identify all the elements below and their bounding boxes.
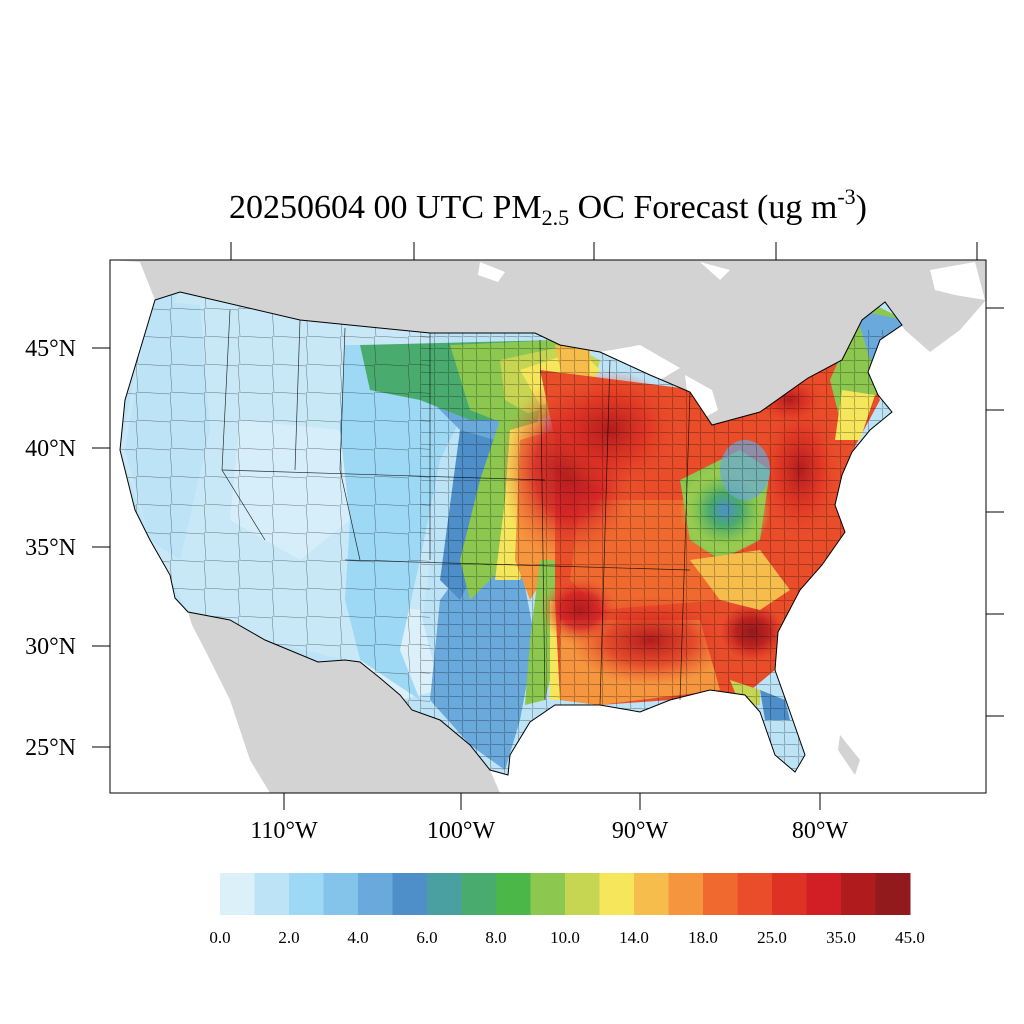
map-title: 20250604 00 UTC PM2.5 OC Forecast (ug m-… bbox=[0, 186, 1024, 230]
conus-outline bbox=[119, 291, 903, 776]
colorbar-label: 14.0 bbox=[619, 928, 649, 947]
colorbar-swatch bbox=[461, 873, 497, 915]
colorbar-swatch bbox=[220, 873, 255, 915]
state-borders bbox=[221, 309, 691, 706]
colorbar-label: 6.0 bbox=[416, 928, 437, 947]
lat-label-25n: 25°N bbox=[25, 735, 76, 761]
colorbar-swatch bbox=[323, 873, 359, 915]
colorbar-swatch bbox=[358, 873, 393, 915]
colorbar-swatch bbox=[875, 873, 911, 915]
title-middle: OC Forecast (ug m bbox=[569, 189, 838, 226]
colorbar-label: 10.0 bbox=[550, 928, 580, 947]
colorbar-label: 2.0 bbox=[278, 928, 299, 947]
colorbar-swatch bbox=[703, 873, 738, 915]
title-prefix: 20250604 00 UTC PM bbox=[229, 189, 542, 226]
colorbar-swatch bbox=[668, 873, 704, 915]
colorbar-label: 18.0 bbox=[688, 928, 718, 947]
colorbar-swatch bbox=[772, 873, 807, 915]
colorbar-swatch bbox=[806, 873, 842, 915]
colorbar bbox=[220, 873, 911, 915]
colorbar-labels: 0.0 2.0 4.0 6.0 8.0 10.0 14.0 18.0 25.0 35.0 45.0 bbox=[209, 928, 925, 947]
lon-label-100w: 100°W bbox=[427, 818, 496, 844]
lon-label-110w: 110°W bbox=[250, 818, 318, 844]
title-subscript: 2.5 bbox=[541, 205, 570, 230]
colorbar-label: 25.0 bbox=[757, 928, 787, 947]
title-suffix: ) bbox=[855, 189, 867, 226]
colorbar-swatch bbox=[392, 873, 428, 915]
colorbar-swatch bbox=[254, 873, 290, 915]
axis-ticks bbox=[92, 242, 1004, 810]
colorbar-swatch bbox=[634, 873, 669, 915]
colorbar-label: 4.0 bbox=[347, 928, 368, 947]
colorbar-swatch bbox=[530, 873, 566, 915]
lat-label-35n: 35°N bbox=[25, 535, 76, 561]
lon-label-90w: 90°W bbox=[612, 818, 669, 844]
colorbar-label: 0.0 bbox=[209, 928, 230, 947]
colorbar-swatch bbox=[496, 873, 531, 915]
colorbar-swatch bbox=[737, 873, 773, 915]
lat-label-30n: 30°N bbox=[25, 634, 76, 660]
colorbar-swatch bbox=[427, 873, 462, 915]
lon-label-80w: 80°W bbox=[792, 818, 849, 844]
colorbar-swatch bbox=[565, 873, 600, 915]
colorbar-swatch bbox=[841, 873, 876, 915]
colorbar-label: 45.0 bbox=[895, 928, 925, 947]
colorbar-swatch bbox=[289, 873, 324, 915]
colorbar-label: 35.0 bbox=[826, 928, 856, 947]
lat-label-40n: 40°N bbox=[25, 436, 76, 462]
plot-frame bbox=[109, 259, 987, 794]
lat-label-45n: 45°N bbox=[25, 336, 76, 362]
colorbar-swatch bbox=[599, 873, 635, 915]
colorbar-label: 8.0 bbox=[485, 928, 506, 947]
title-superscript: -3 bbox=[837, 184, 856, 209]
